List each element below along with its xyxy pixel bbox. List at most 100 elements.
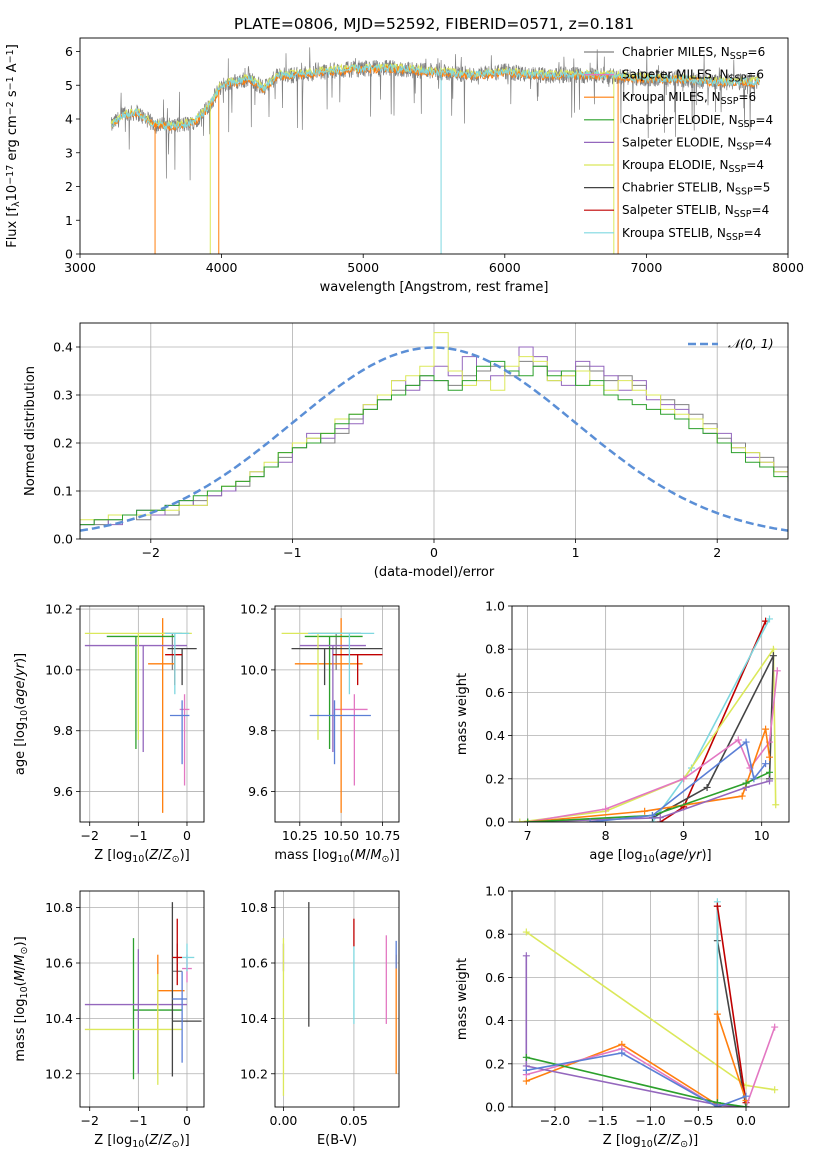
label-part: (	[13, 705, 28, 710]
weight-marker	[680, 775, 688, 783]
label-part: SSP	[721, 96, 739, 107]
y-tick-label: 10.8	[45, 900, 73, 915]
label-part: )]	[688, 1133, 698, 1148]
label-part: )]	[390, 848, 400, 863]
label-part: age [log	[13, 722, 28, 775]
weight-marker	[713, 1010, 721, 1018]
label-part: 10	[132, 854, 144, 865]
label-part: (	[653, 1133, 658, 1148]
y-axis-label: mass [log10(M/M⊙)]	[13, 936, 30, 1061]
label-part: Normed distribution	[23, 366, 38, 496]
label-part: mass weight	[455, 958, 470, 1040]
y-tick-label: 0.4	[485, 1013, 505, 1028]
label-part: Z [log	[94, 848, 132, 863]
spectrum-plot-area	[110, 47, 761, 254]
label-part: wavelength [Angstrom, rest frame]	[320, 280, 549, 295]
weight-marker	[641, 807, 649, 815]
label-part: SSP	[736, 141, 754, 152]
label-part: /	[13, 675, 28, 680]
y-axis-label: Flux [fλ10−17 erg cm−2 s−1 A−1]	[5, 44, 22, 248]
label-part: ⊙	[19, 946, 30, 954]
label-part: 10	[338, 854, 350, 865]
mass_vs_Z-plot-area	[84, 902, 202, 1085]
y-tick-label: 2	[65, 179, 73, 194]
weight-marker	[586, 818, 594, 822]
label-part: (data-model)/error	[374, 565, 495, 580]
y-axis-label: mass weight	[455, 673, 470, 755]
x-tick-label: 8000	[772, 260, 804, 275]
histogram-series	[80, 360, 788, 539]
axes-frame	[79, 890, 205, 1108]
x-axis-label: age [log10(age/yr)]	[589, 848, 711, 865]
label-part: age	[13, 680, 28, 704]
weight-line	[527, 780, 770, 822]
y-tick-label: 9.8	[53, 723, 73, 738]
weight-marker	[742, 738, 750, 746]
label-part: SSP	[726, 231, 744, 242]
label-part: Z	[162, 848, 173, 863]
weight-marker	[773, 667, 781, 675]
label-part: 10	[132, 1139, 144, 1150]
weight-marker	[734, 736, 742, 744]
weight-marker	[602, 805, 610, 813]
y-tick-label: 0.4	[53, 340, 73, 355]
normal-curve	[80, 346, 788, 532]
label-part: Z [log	[94, 1133, 132, 1148]
legend-entry: Salpeter MILES, NSSP=6	[622, 68, 764, 85]
label-part: 10	[19, 710, 30, 722]
age_vs_Z-panel: −2 −1 09.69.810.010.2Z [log10(Z/Z⊙)]age [l…	[13, 602, 205, 865]
age_vs_Z-plot-area	[84, 618, 197, 813]
weight-marker	[742, 1103, 750, 1107]
label-part: Salpeter ELODIE, N	[622, 135, 736, 149]
weight-marker	[771, 1086, 779, 1094]
label-part: =5	[753, 181, 771, 195]
y-tick-label: 0.2	[485, 771, 505, 786]
weight-marker	[524, 818, 532, 822]
x-axis-label: Z [log10(Z/Z⊙)]	[603, 1133, 698, 1150]
x-tick-label: 0.00	[270, 1113, 298, 1128]
x-tick-label: 10.75	[365, 828, 401, 843]
label-part: /	[13, 965, 28, 970]
label-part: M	[355, 848, 366, 863]
weight-marker	[762, 725, 770, 733]
weight-marker	[750, 775, 758, 783]
weight_vs_Z-panel: −2.0 −1.5 −1.0 −0.5 0.0 0.0 0.2 0.4 0.6 0.8 1.0 Z […	[455, 884, 790, 1150]
label-part: Chabrier STELIB, N	[622, 181, 735, 195]
axes-frame	[511, 890, 790, 1108]
weight-line	[526, 1013, 747, 1107]
x-tick-label: 0	[430, 545, 438, 560]
weight-marker	[769, 645, 777, 653]
x-tick-label: −1	[129, 1113, 147, 1128]
weight-marker	[713, 1103, 721, 1107]
y-tick-label: 3	[65, 145, 73, 160]
label-part: SSP	[738, 118, 756, 129]
x-tick-label: 10	[754, 828, 770, 843]
label-part: )]	[13, 936, 28, 946]
label-part: age	[660, 848, 684, 863]
y-axis-label: mass weight	[455, 958, 470, 1040]
y-tick-label: 10.2	[240, 1066, 268, 1081]
weight-marker	[618, 1049, 626, 1057]
y-tick-label: 10.2	[45, 1066, 73, 1081]
x-tick-label: −2	[81, 1113, 99, 1128]
y-tick-label: 10.4	[240, 1011, 268, 1026]
label-part: E(B-V)	[317, 1133, 357, 1148]
x-tick-label: 0	[183, 1113, 191, 1128]
weight-marker	[516, 818, 524, 822]
weight-marker	[742, 1092, 750, 1100]
legend-entry: Salpeter STELIB, NSSP=4	[622, 203, 769, 220]
label-part: Z	[657, 1133, 668, 1148]
label-part: (	[144, 1133, 149, 1148]
y-tick-label: 0.0	[485, 1100, 505, 1115]
legend-entry: Salpeter ELODIE, NSSP=4	[622, 135, 772, 152]
weight-line	[525, 955, 747, 1107]
y-tick-label: 0	[65, 247, 73, 262]
label-part: Kroupa STELIB, N	[622, 226, 726, 240]
label-part: SSP	[729, 164, 747, 175]
label-part: 10	[641, 1139, 653, 1150]
weight-marker	[656, 814, 664, 822]
label-part: yr	[687, 848, 703, 863]
y-tick-label: 0.3	[53, 388, 73, 403]
weight-marker	[772, 801, 780, 809]
